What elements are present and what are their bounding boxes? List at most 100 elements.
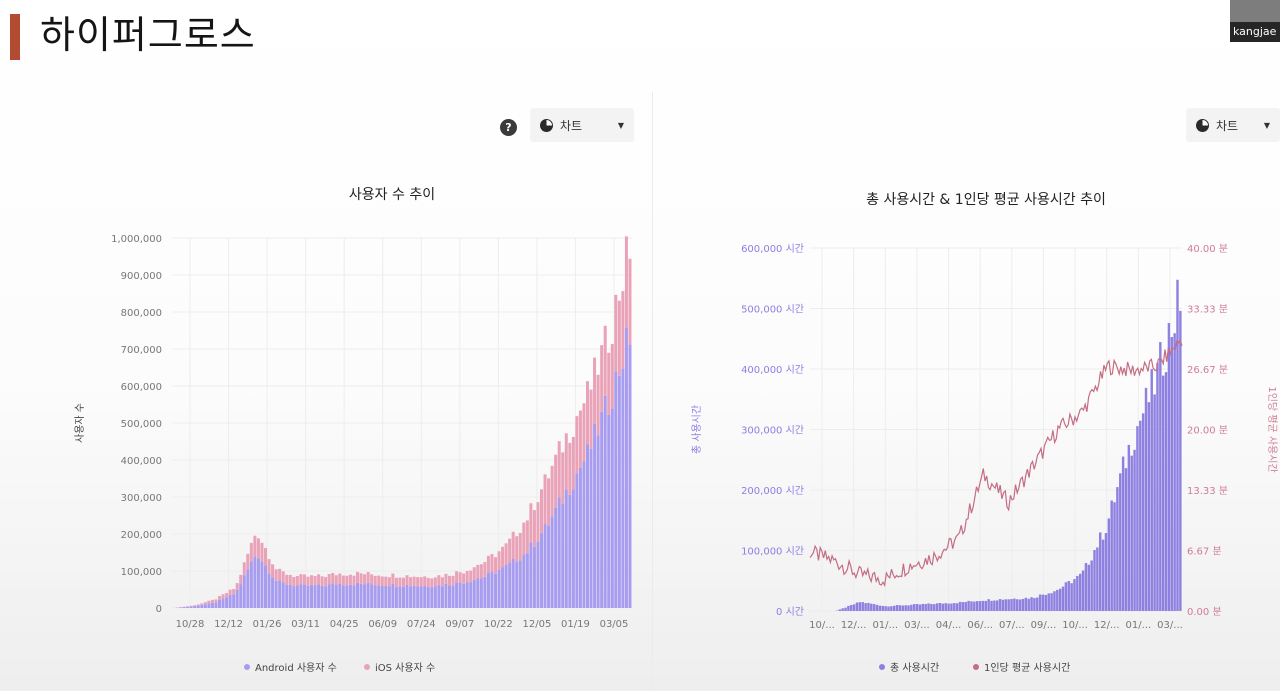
legend-android-marker — [244, 664, 250, 670]
ios-bar — [320, 576, 324, 586]
ios-bar — [264, 548, 268, 566]
ios-bar — [557, 441, 561, 498]
total-time-bar — [1161, 375, 1165, 611]
ios-bar — [607, 352, 611, 415]
android-bar — [529, 542, 533, 608]
ios-bar — [203, 602, 207, 605]
android-bar — [281, 582, 285, 608]
total-time-bar — [1133, 449, 1136, 611]
y2-tick-label: 20.00 분 — [1187, 425, 1228, 437]
ios-bar — [352, 575, 356, 586]
ios-bar — [207, 600, 211, 604]
total-time-bar — [850, 604, 853, 611]
android-bar — [373, 585, 377, 608]
ios-bar — [345, 575, 349, 586]
android-bar — [469, 582, 473, 608]
ios-bar — [391, 573, 395, 584]
ios-bar — [596, 374, 600, 436]
ios-bar — [356, 571, 360, 583]
android-bar — [621, 368, 625, 608]
total-time-bar — [1016, 599, 1019, 611]
total-time-bar — [1050, 593, 1053, 611]
android-bar — [554, 507, 558, 608]
android-bar — [327, 584, 331, 608]
y-tick-label: 600,000 시간 — [741, 243, 804, 255]
ios-bar — [274, 569, 278, 581]
android-bar — [416, 586, 420, 608]
total-time-bar — [1116, 487, 1119, 611]
x-tick-label: 01/... — [1126, 620, 1152, 631]
android-bar — [596, 435, 600, 608]
ios-bar — [200, 603, 204, 605]
android-bar — [288, 584, 292, 608]
android-bar — [586, 444, 590, 608]
ios-bar — [508, 538, 512, 563]
y-tick-label: 500,000 — [121, 419, 162, 430]
android-bar — [536, 541, 540, 608]
android-bar — [603, 395, 607, 608]
total-time-bar — [1110, 500, 1113, 611]
android-bar — [242, 575, 246, 608]
total-time-bar — [978, 601, 982, 611]
ios-bar — [409, 577, 413, 587]
total-time-bar — [1093, 550, 1096, 611]
total-time-bar — [975, 601, 979, 611]
x-tick-label: 07/... — [999, 620, 1025, 631]
ios-bar — [235, 583, 239, 590]
total-time-bar — [1153, 394, 1156, 611]
total-time-bar — [1021, 598, 1025, 611]
total-time-bar — [867, 602, 870, 611]
ios-bar — [228, 589, 232, 595]
ios-bar — [295, 575, 299, 586]
total-time-bar — [1176, 279, 1179, 611]
x-tick-label: 06/... — [967, 620, 993, 631]
android-bar — [394, 586, 398, 608]
help-circle-icon[interactable]: ? — [500, 119, 517, 136]
android-bar — [497, 569, 501, 608]
legend-avg-label: 1인당 평균 사용시간 — [984, 662, 1070, 674]
android-bar — [225, 597, 229, 608]
ios-bar — [433, 577, 437, 587]
chart-type-select[interactable]: 차트 ▼ — [1186, 108, 1280, 142]
x-tick-label: 07/24 — [407, 619, 436, 630]
total-time-bar — [1113, 502, 1116, 611]
participant-video-thumbnail[interactable]: kangjae — [1230, 0, 1280, 42]
total-time-bar — [852, 604, 856, 611]
total-time-bar — [1073, 579, 1076, 611]
ios-bar — [476, 564, 480, 579]
ios-bar — [451, 575, 455, 586]
total-time-bar — [924, 604, 927, 611]
ios-bar — [582, 403, 586, 462]
android-bar — [278, 580, 282, 608]
android-bar — [207, 603, 211, 608]
ios-bar — [225, 593, 229, 598]
total-time-bar — [950, 603, 953, 611]
ios-bar — [589, 389, 593, 449]
caret-down-icon: ▼ — [617, 120, 624, 130]
chart-type-select[interactable]: 차트 ▼ — [530, 108, 634, 142]
pie-chart-icon — [1196, 118, 1209, 132]
y-tick-label: 100,000 — [121, 567, 162, 578]
android-bar — [402, 586, 406, 608]
ios-bar — [532, 510, 536, 547]
total-time-bar — [1124, 468, 1128, 611]
ios-bar — [310, 575, 314, 585]
ios-bar — [518, 532, 522, 561]
x-tick-label: 12/05 — [522, 619, 551, 630]
total-time-bar — [961, 602, 965, 611]
ios-bar — [458, 572, 462, 583]
android-bar — [189, 606, 193, 608]
android-bar — [405, 584, 409, 608]
ios-bar — [373, 575, 377, 586]
ios-bar — [494, 557, 498, 574]
android-bar — [366, 582, 370, 608]
total-time-bar — [1167, 323, 1171, 611]
android-bar — [182, 607, 186, 608]
ios-bar — [423, 576, 427, 586]
android-bar — [448, 585, 452, 608]
ios-bar — [575, 416, 579, 474]
ios-bar — [285, 574, 289, 585]
total-time-bar — [996, 600, 999, 611]
ios-bar — [490, 553, 494, 572]
x-tick-label: 04/... — [936, 620, 962, 631]
